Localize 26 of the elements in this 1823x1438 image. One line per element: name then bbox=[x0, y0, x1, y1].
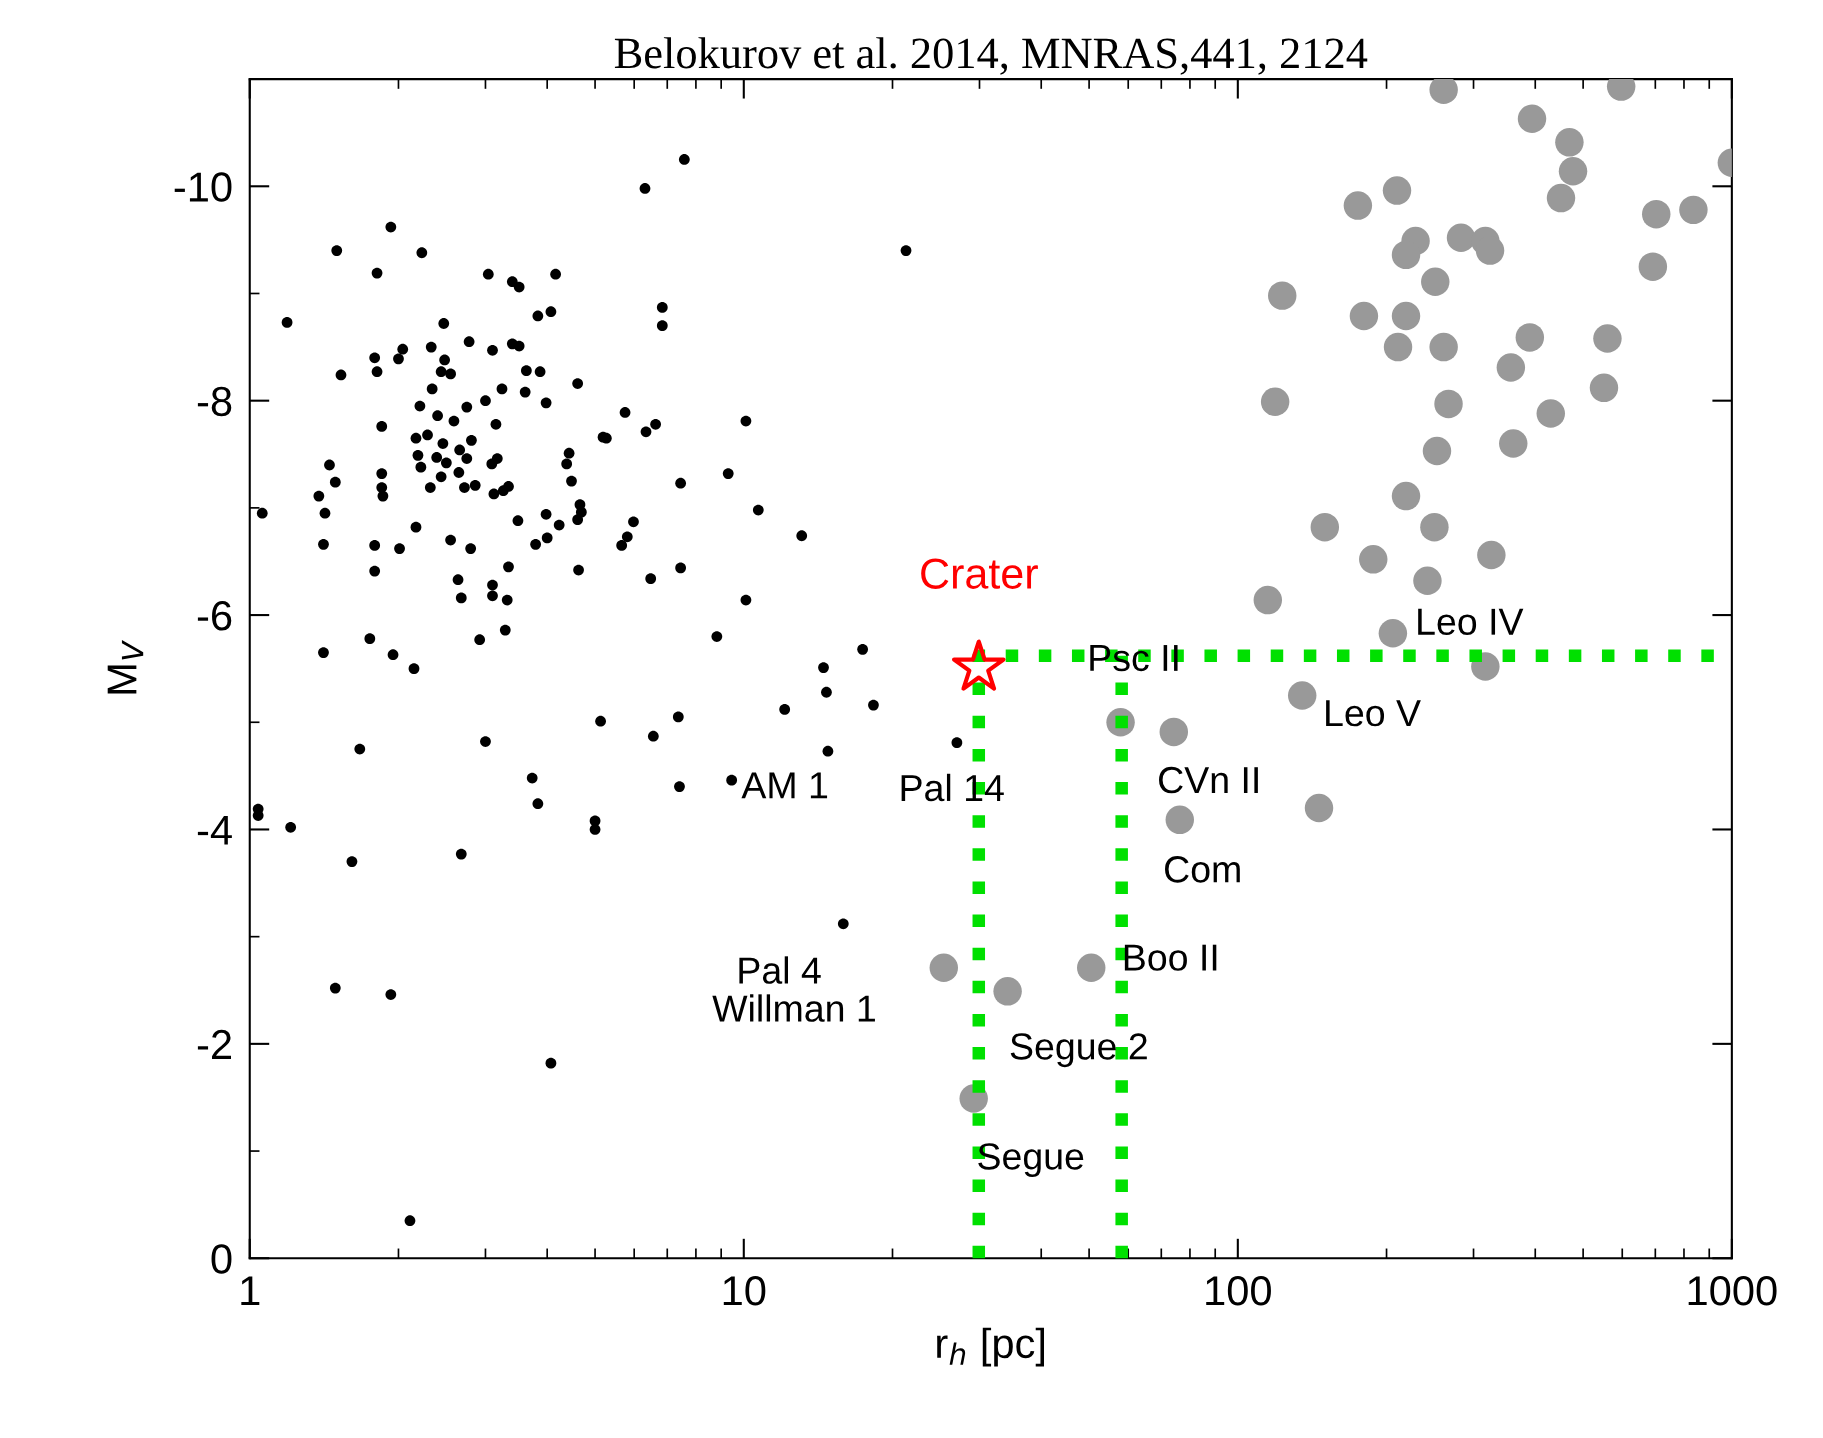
x-tick-label: 100 bbox=[1206, 1276, 1271, 1306]
annotation: Segue 2 bbox=[1010, 1033, 1147, 1068]
chart-title: Belokurov et al. 2014, MNRAS,441, 2124 bbox=[614, 37, 1368, 75]
y-tick-label: -4 bbox=[197, 815, 232, 845]
y-tick-label: -6 bbox=[197, 601, 232, 631]
annotation: Leo IV bbox=[1418, 608, 1524, 636]
annotation: Com bbox=[1165, 856, 1240, 883]
annotation: Segue bbox=[978, 1143, 1084, 1178]
x-axis-title: r$_{h}$ [pc] bbox=[937, 1327, 1045, 1367]
x-tick-label: 10 bbox=[723, 1276, 766, 1306]
x-tick-label: 1000 bbox=[1688, 1276, 1777, 1306]
annotation: Boo II bbox=[1124, 944, 1217, 971]
annotation: Pal 4 bbox=[739, 956, 821, 984]
y-tick-label: -2 bbox=[197, 1029, 231, 1059]
annotation: Willman 1 bbox=[712, 994, 875, 1022]
annotation: AM 1 bbox=[741, 772, 828, 799]
y-tick-label: -8 bbox=[197, 386, 232, 417]
series-label: Crater bbox=[921, 558, 1038, 589]
y-tick-label: -10 bbox=[174, 172, 232, 202]
y-tick-label: 0 bbox=[211, 1244, 232, 1274]
annotation: Pal 14 bbox=[901, 773, 1004, 802]
annotation: Psc II bbox=[1090, 645, 1178, 672]
x-tick-label: 1 bbox=[241, 1276, 260, 1306]
annotation: CVn II bbox=[1159, 766, 1258, 794]
y-axis-title: M$_{V}$ bbox=[107, 640, 144, 694]
annotation: Leo V bbox=[1326, 700, 1421, 727]
